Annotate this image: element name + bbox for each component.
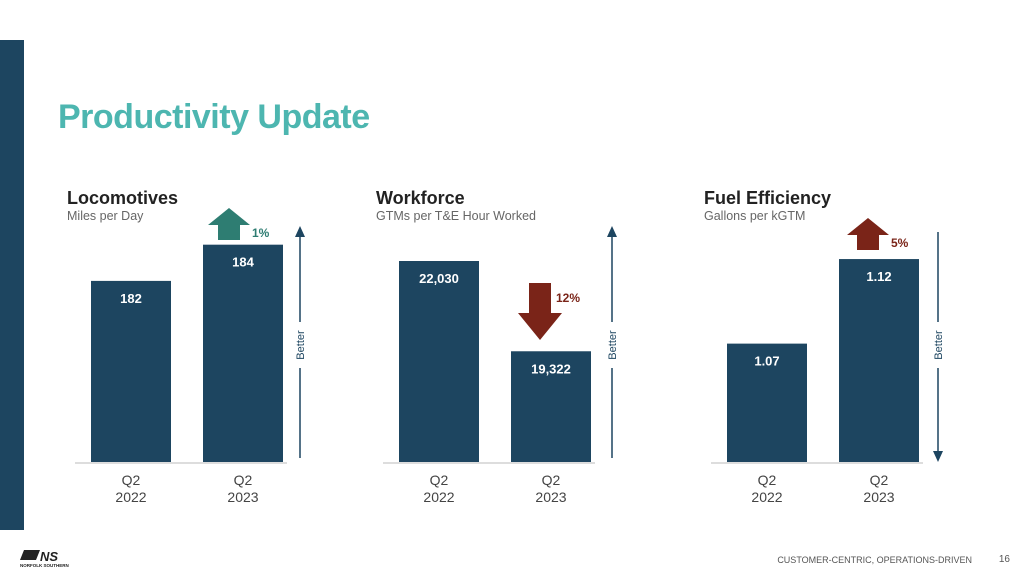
change-percent-label: 12% (556, 291, 580, 305)
arrow-down-icon (933, 451, 943, 462)
chart-subtitle-workforce: GTMs per T&E Hour Worked (376, 209, 536, 223)
chart-title-locomotives: Locomotives (67, 188, 179, 208)
norfolk-southern-logo: NS NORFOLK SOUTHERN (20, 548, 80, 573)
chart-subtitle-locomotives: Miles per Day (67, 209, 144, 223)
page-title: Productivity Update (58, 98, 370, 136)
category-label-quarter: Q2 (234, 472, 253, 488)
page-number: 16 (998, 554, 1010, 565)
category-label-year: 2023 (227, 489, 258, 505)
category-label-year: 2022 (115, 489, 146, 505)
category-label-quarter: Q2 (430, 472, 449, 488)
bar-value-label: 1.07 (754, 354, 779, 369)
better-label: Better (295, 330, 307, 360)
bar (203, 244, 283, 462)
change-down-arrow-icon (518, 283, 562, 340)
chart-title-workforce: Workforce (376, 188, 465, 208)
change-percent-label: 5% (891, 236, 909, 250)
chart-subtitle-fuel-efficiency: Gallons per kGTM (704, 209, 806, 223)
svg-text:NS: NS (40, 549, 58, 564)
change-percent-label: 1% (252, 226, 270, 240)
category-label-quarter: Q2 (122, 472, 141, 488)
bar-value-label: 182 (120, 291, 142, 306)
change-up-arrow-icon (847, 218, 889, 250)
category-label-quarter: Q2 (758, 472, 777, 488)
category-label-year: 2022 (751, 489, 782, 505)
category-label-year: 2022 (423, 489, 454, 505)
side-stripe (0, 40, 24, 530)
better-label-bg (931, 322, 945, 368)
change-up-arrow-icon (208, 208, 250, 240)
category-label-year: 2023 (535, 489, 566, 505)
bar (399, 261, 479, 462)
arrow-up-icon (607, 226, 617, 237)
footer-tagline: CUSTOMER-CENTRIC, OPERATIONS-DRIVEN (777, 555, 972, 565)
better-label-bg (605, 322, 619, 368)
bar-value-label: 184 (232, 255, 254, 270)
better-label-bg (293, 322, 307, 368)
better-label: Better (933, 330, 945, 360)
bar (91, 280, 171, 462)
arrow-up-icon (295, 226, 305, 237)
bar (727, 343, 807, 462)
chart-title-fuel-efficiency: Fuel Efficiency (704, 188, 832, 208)
better-label: Better (607, 330, 619, 360)
category-label-quarter: Q2 (542, 472, 561, 488)
category-label-quarter: Q2 (870, 472, 889, 488)
bar-value-label: 19,322 (531, 361, 571, 376)
bar (839, 259, 919, 462)
bar (511, 351, 591, 462)
bar-value-label: 1.12 (866, 269, 891, 284)
svg-text:NORFOLK SOUTHERN: NORFOLK SOUTHERN (20, 563, 69, 568)
category-label-year: 2023 (863, 489, 894, 505)
bar-value-label: 22,030 (419, 271, 459, 286)
